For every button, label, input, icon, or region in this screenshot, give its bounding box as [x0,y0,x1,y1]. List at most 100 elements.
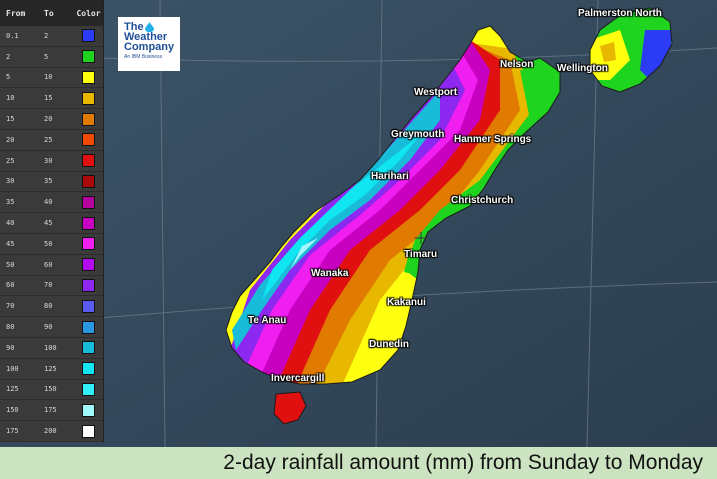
city-palmerston-north: Palmerston North [578,8,662,19]
caption-bar: 2-day rainfall amount (mm) from Sunday t… [0,447,717,479]
legend-to-value: 30 [44,156,53,165]
legend-color-cell [74,424,103,438]
legend-row: 25 30 [0,151,103,172]
legend-color-swatch [82,341,95,355]
legend-header-to: To [44,8,54,18]
legend-color-cell [74,29,103,43]
legend-from-value: 90 [6,343,15,352]
legend-color-swatch [82,424,95,438]
legend-to-value: 200 [44,427,57,436]
legend-from-value: 30 [6,177,15,186]
weather-company-logo: The Weather Company An IBM Business [118,17,180,71]
caption-text: 2-day rainfall amount (mm) from Sunday t… [223,451,703,474]
legend-to-value: 175 [44,406,57,415]
logo-subtitle: An IBM Business [124,54,163,60]
city-harihari: Harihari [371,171,409,182]
legend-color-swatch [82,237,95,251]
legend-color-swatch [82,403,95,417]
legend-from-value: 20 [6,135,15,144]
legend-color-cell [74,362,103,376]
legend-row: 10 15 [0,88,103,110]
rainfall-map[interactable] [0,0,717,447]
legend-color-cell [74,154,103,168]
legend-from-value: 2 [6,52,11,61]
legend-color-swatch [82,133,95,147]
legend-color-cell [74,237,103,251]
legend-to-value: 20 [44,115,53,124]
legend-to-value: 60 [44,260,53,269]
legend-from-value: 40 [6,219,15,228]
water-drop-icon [145,22,154,32]
legend-header: From To Color [0,0,103,26]
legend-header-from: From [6,8,26,18]
logo-line1: The [124,21,144,33]
legend-color-cell [74,258,103,272]
legend-to-value: 80 [44,302,53,311]
legend-color-cell [74,403,103,417]
legend-to-value: 15 [44,94,53,103]
legend-color-swatch [82,50,95,64]
legend-color-cell [74,50,103,64]
legend-color-swatch [82,29,95,43]
south-island-outline [225,25,561,385]
legend-color-swatch [82,362,95,376]
city-kakanui: Kakanui [387,297,426,308]
legend-color-swatch [82,216,95,230]
city-hanmer-springs: Hanmer Springs [454,134,532,145]
legend-color-cell [74,174,103,188]
legend-to-value: 35 [44,177,53,186]
legend-color-cell [74,278,103,292]
legend-from-value: 10 [6,94,15,103]
city-christchurch: Christchurch [451,195,514,206]
legend-row: 150 175 [0,400,103,422]
city-greymouth: Greymouth [391,129,445,140]
legend-to-value: 70 [44,281,53,290]
city-westport: Westport [414,87,458,98]
legend-from-value: 150 [6,406,19,415]
legend-color-cell [74,382,103,396]
legend-to-value: 40 [44,198,53,207]
legend-row: 0.1 2 [0,26,103,47]
legend-to-value: 45 [44,219,53,228]
legend-color-cell [74,112,103,126]
city-dunedin: Dunedin [369,339,409,350]
legend-to-value: 10 [44,73,53,82]
legend-from-value: 35 [6,198,15,207]
legend-row: 45 50 [0,234,103,255]
legend-row: 40 45 [0,213,103,234]
legend-color-swatch [82,258,95,272]
legend-rows: 0.1 2 2 5 5 10 10 15 15 20 20 25 25 30 30 35 35 40 40 45 45 5… [0,26,103,442]
legend-from-value: 100 [6,364,19,373]
legend-row: 60 70 [0,276,103,297]
legend-color-cell [74,320,103,334]
legend-color-cell [74,341,103,355]
legend-color-cell [74,91,103,105]
city-wellington: Wellington [557,63,608,74]
legend-color-swatch [82,195,95,209]
city-te-anau: Te Anau [248,315,287,326]
crosshair-marker [415,232,427,244]
city-timaru: Timaru [404,249,438,260]
city-wanaka: Wanaka [311,268,349,279]
rainfall-legend: From To Color 0.1 2 2 5 5 10 10 15 15 20 20 25 25 30 3… [0,0,104,442]
legend-header-color: Color [76,8,101,18]
legend-color-cell [74,216,103,230]
legend-row: 100 125 [0,359,103,380]
legend-color-cell [74,70,103,84]
legend-color-cell [74,299,103,313]
legend-from-value: 15 [6,115,15,124]
legend-to-value: 50 [44,239,53,248]
legend-row: 20 25 [0,130,103,151]
legend-from-value: 45 [6,239,15,248]
north-island-outline [589,7,673,93]
legend-to-value: 90 [44,323,53,332]
legend-from-value: 0.1 [6,31,19,40]
legend-row: 175 200 [0,421,103,442]
legend-row: 125 150 [0,380,103,401]
legend-row: 90 100 [0,338,103,359]
legend-color-swatch [82,174,95,188]
legend-color-swatch [82,112,95,126]
legend-row: 15 20 [0,109,103,130]
legend-from-value: 50 [6,260,15,269]
